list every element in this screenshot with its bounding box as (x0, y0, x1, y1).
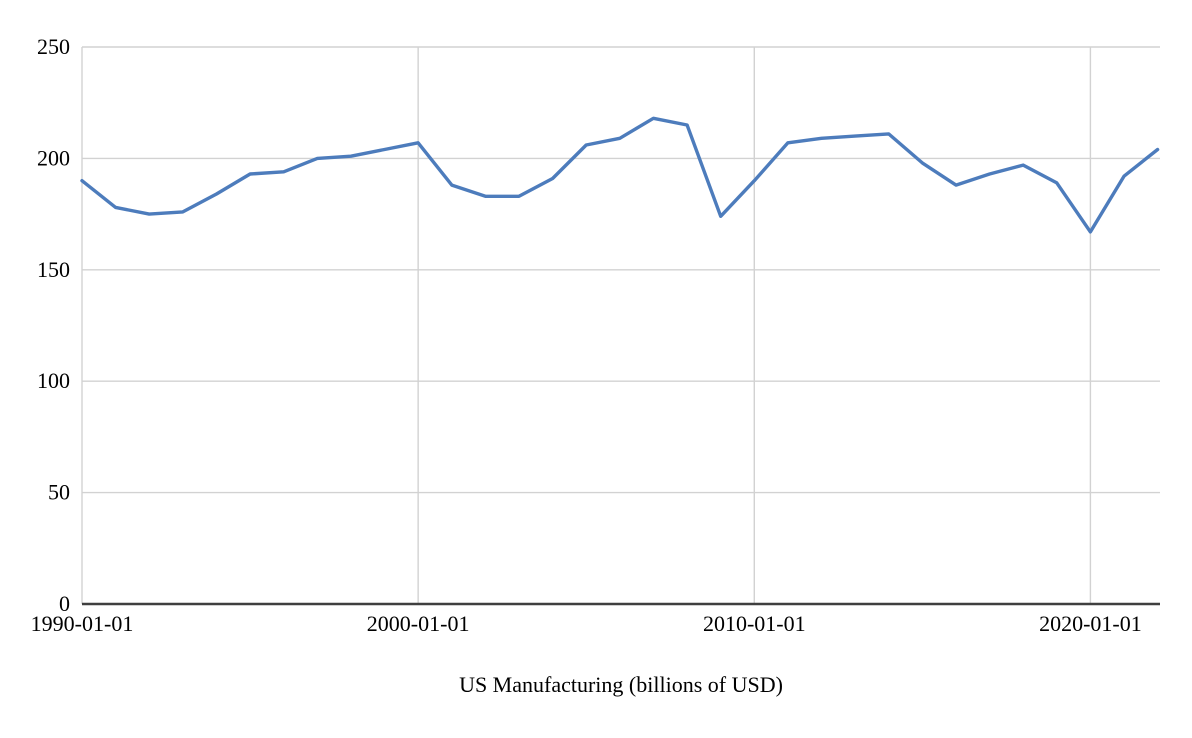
y-tick-label: 250 (37, 34, 70, 59)
data-line-us-manufacturing (80, 116, 1160, 234)
y-tick-label: 0 (59, 591, 70, 616)
chart-title: US Manufacturing (billions of USD) (459, 672, 783, 697)
y-tick-label: 200 (37, 145, 70, 170)
x-tick-label: 2000-01-01 (367, 611, 470, 636)
y-tick-label: 100 (37, 368, 70, 393)
x-tick-label: 1990-01-01 (31, 611, 134, 636)
x-tick-label: 2020-01-01 (1039, 611, 1142, 636)
y-tick-label: 150 (37, 257, 70, 282)
y-tick-label: 50 (48, 480, 70, 505)
x-tick-label: 2010-01-01 (703, 611, 806, 636)
